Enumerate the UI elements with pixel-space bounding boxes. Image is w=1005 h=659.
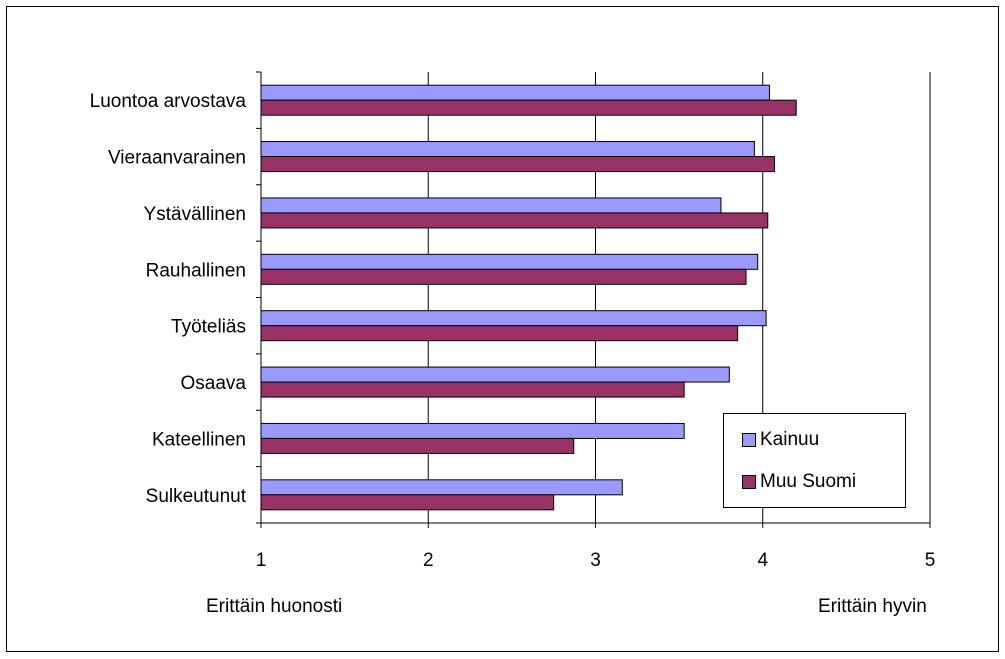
- bar-muu-suomi: [260, 212, 769, 229]
- legend-label-muu-suomi: Muu Suomi: [760, 471, 857, 492]
- legend-item-kainuu: Kainuu: [742, 428, 819, 452]
- bar-muu-suomi: [260, 437, 575, 454]
- bar-muu-suomi: [260, 268, 747, 285]
- x-tick-label: 5: [925, 550, 936, 571]
- bar-kainuu: [260, 310, 767, 327]
- legend: Kainuu Muu Suomi: [723, 413, 906, 508]
- category-label: Työteliäs: [171, 317, 246, 338]
- x-tick-label: 4: [757, 550, 768, 571]
- x-tick-label: 3: [590, 550, 601, 571]
- bar-kainuu: [260, 422, 685, 439]
- legend-label-kainuu: Kainuu: [760, 429, 820, 450]
- category-label: Kateellinen: [152, 429, 246, 450]
- bar-kainuu: [260, 197, 722, 214]
- x-tick-label: 2: [423, 550, 434, 571]
- legend-swatch-kainuu: [742, 433, 756, 447]
- bar-muu-suomi: [260, 494, 555, 511]
- bar-muu-suomi: [260, 381, 685, 398]
- bar-kainuu: [260, 479, 623, 496]
- bar-kainuu: [260, 84, 770, 101]
- category-label: Rauhallinen: [146, 260, 246, 281]
- bar-muu-suomi: [260, 156, 775, 173]
- category-label: Ystävällinen: [144, 204, 246, 225]
- x-axis-low-label: Erittäin huonosti: [206, 596, 343, 617]
- x-tick-label: 1: [256, 550, 267, 571]
- category-label: Sulkeutunut: [146, 486, 247, 507]
- category-label: Osaava: [181, 373, 247, 394]
- bar-kainuu: [260, 366, 730, 383]
- x-axis-high-label: Erittäin hyvin: [818, 596, 927, 617]
- bar-kainuu: [260, 141, 755, 158]
- legend-item-muu-suomi: Muu Suomi: [742, 470, 856, 494]
- bar-kainuu: [260, 253, 759, 270]
- bar-muu-suomi: [260, 325, 739, 342]
- legend-swatch-muu-suomi: [742, 475, 756, 489]
- category-label: Luontoa arvostava: [90, 91, 247, 112]
- category-label: Vieraanvarainen: [108, 148, 246, 169]
- bar-muu-suomi: [260, 99, 797, 116]
